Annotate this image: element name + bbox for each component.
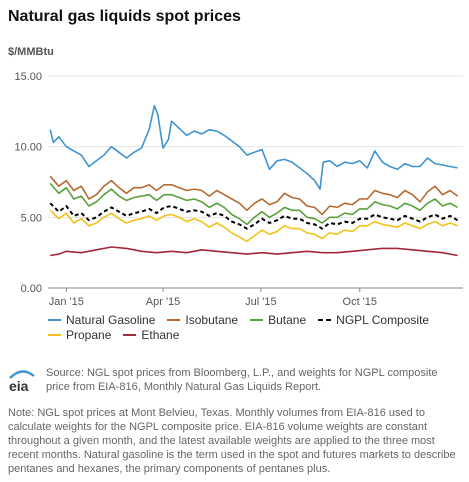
legend-item-ethane: Ethane: [123, 328, 179, 342]
legend-label: Butane: [268, 312, 307, 327]
x-tick-label: Jan '15: [49, 296, 84, 308]
legend-label: NGPL Composite: [336, 312, 430, 327]
logo-text: eia: [9, 378, 29, 394]
legend-item-ngpl-composite: NGPL Composite: [318, 313, 429, 327]
legend-swatch: [123, 333, 137, 336]
series-lines: [49, 104, 459, 257]
legend-swatch: [48, 333, 61, 336]
note-text: Note: NGL spot prices at Mont Belvieu, T…: [8, 407, 456, 475]
series-line-isobutane: [49, 175, 459, 216]
series-line-natural-gasoline: [49, 104, 458, 190]
legend-item-natural-gasoline: Natural Gasoline: [48, 313, 155, 327]
legend-item-propane: Propane: [48, 328, 111, 342]
y-axis-unit-label: $/MMBtu: [8, 46, 54, 58]
y-tick-label: 10.00: [14, 142, 42, 154]
series-line-butane: [49, 182, 458, 226]
chart-area: 0.00 5.00 10.00 15.00 Jan '15 Apr '15 Jul '15…: [14, 71, 463, 308]
legend-label: Isobutane: [185, 312, 239, 327]
legend-item-isobutane: Isobutane: [167, 313, 238, 327]
legend-label: Natural Gasoline: [66, 312, 156, 327]
eia-logo-icon: eia: [9, 370, 35, 394]
legend-swatch: [318, 318, 332, 321]
legend-swatch: [48, 318, 61, 321]
legend-label: Propane: [66, 327, 112, 342]
x-tick-label: Apr '15: [146, 296, 181, 308]
source-text: Source: NGL spot prices from Bloomberg, …: [46, 367, 438, 393]
legend-swatch: [167, 318, 181, 321]
chart-title: Natural gas liquids spot prices: [8, 8, 241, 25]
legend-label: Ethane: [141, 327, 180, 342]
y-tick-label: 0.00: [21, 283, 42, 295]
legend-item-butane: Butane: [250, 313, 306, 327]
series-line-ngpl-composite: [49, 202, 459, 230]
series-line-ethane: [50, 246, 458, 257]
x-tick-label: Jul '15: [245, 296, 276, 308]
y-tick-label: 5.00: [21, 212, 42, 224]
x-axis-ticks: Jan '15 Apr '15 Jul '15 Oct '15: [49, 288, 377, 308]
y-axis-ticks: 0.00 5.00 10.00 15.00: [14, 71, 42, 295]
legend: Natural Gasoline Isobutane Butane NGPL Comp…: [48, 312, 463, 342]
legend-swatch: [250, 318, 264, 321]
y-tick-label: 15.00: [14, 71, 42, 83]
series-line-propane: [49, 209, 458, 243]
x-tick-label: Oct '15: [343, 296, 378, 308]
